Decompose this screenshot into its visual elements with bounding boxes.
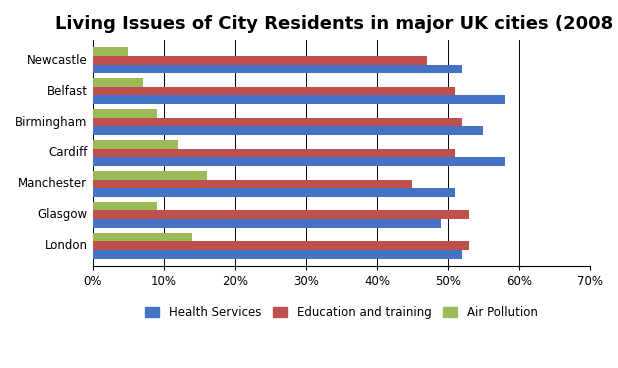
Bar	[93, 241, 469, 250]
Bar	[93, 78, 143, 87]
Bar	[93, 171, 206, 180]
Title: Living Issues of City Residents in major UK cities (2008 ): Living Issues of City Residents in major…	[55, 15, 618, 33]
Bar	[93, 87, 455, 95]
Bar	[93, 219, 441, 228]
Bar	[93, 64, 462, 73]
Bar	[93, 118, 462, 126]
Bar	[93, 56, 426, 64]
Bar	[93, 157, 505, 166]
Bar	[93, 109, 157, 118]
Legend: Health Services, Education and training, Air Pollution: Health Services, Education and training,…	[140, 301, 543, 323]
Bar	[93, 180, 412, 188]
Bar	[93, 47, 129, 56]
Bar	[93, 188, 455, 197]
Bar	[93, 202, 157, 210]
Bar	[93, 250, 462, 259]
Bar	[93, 210, 469, 219]
Bar	[93, 95, 505, 104]
Bar	[93, 233, 192, 241]
Bar	[93, 126, 483, 135]
Bar	[93, 149, 455, 157]
Bar	[93, 140, 178, 149]
